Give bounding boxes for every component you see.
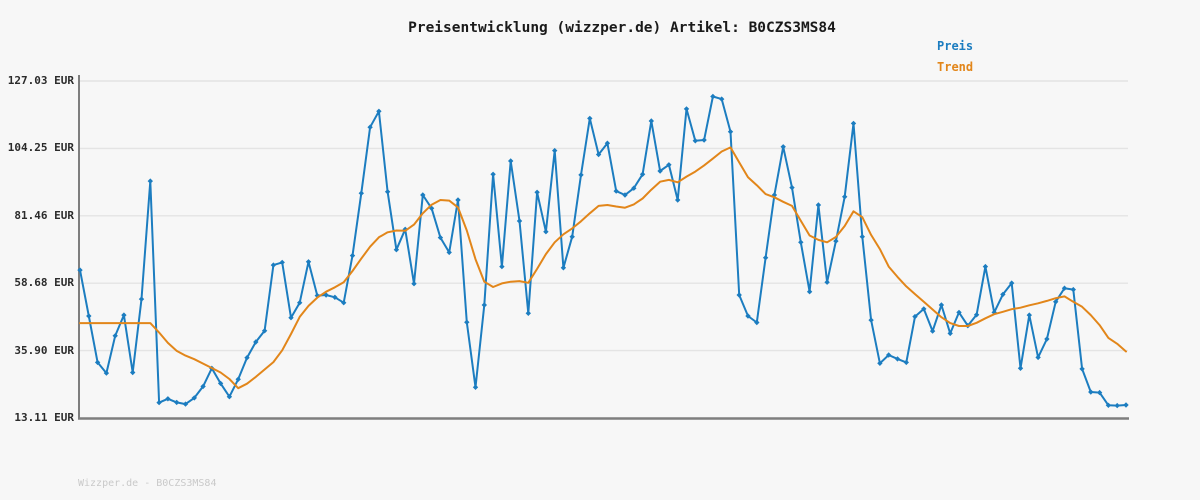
y-tick-label: 104.25 EUR [7, 141, 74, 155]
series-markers-preis [77, 93, 1129, 409]
legend-label-preis: Preis [937, 39, 974, 53]
y-tick-label: 13.11 EUR [14, 411, 74, 424]
y-tick-label: 58.68 EUR [14, 276, 74, 290]
series-line-preis [79, 95, 1127, 407]
series-line-trend [79, 146, 1127, 390]
watermark-text: Wizzper.de - B0CZS3MS84 [78, 478, 217, 489]
chart-title: Preisentwicklung (wizzper.de) Artikel: B… [408, 20, 836, 36]
y-tick-label: 127.03 EUR [7, 74, 74, 87]
y-tick-label: 35.90 EUR [14, 343, 74, 357]
y-tick-label: 81.46 EUR [14, 208, 74, 222]
legend-label-trend: Trend [937, 60, 974, 74]
